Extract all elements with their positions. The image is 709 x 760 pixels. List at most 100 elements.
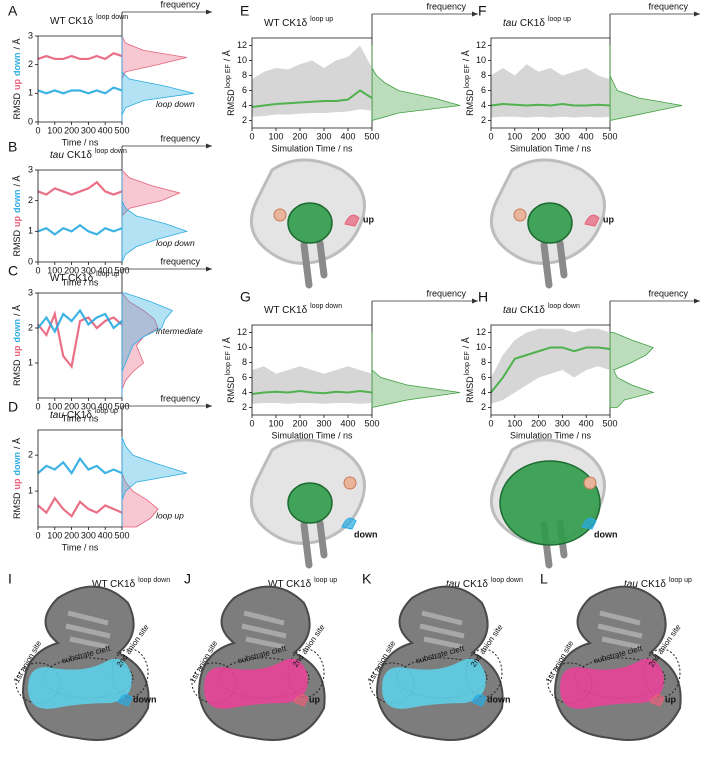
y-label-main: RMSD	[226, 376, 236, 403]
x-axis-label: Time / ns	[62, 542, 99, 552]
y-tick-label: 8	[481, 357, 486, 367]
title: tau CK1δ loop down	[50, 148, 127, 161]
y-tick-label: 4	[481, 387, 486, 397]
loop-ensemble	[287, 202, 333, 244]
x-tick-label: 200	[531, 418, 546, 428]
title-italic: tau	[503, 18, 517, 29]
annotation: loop up	[156, 510, 184, 520]
y-tick-label: 2	[242, 115, 247, 125]
x-tick-label: 200	[531, 131, 546, 141]
frequency-label: frequency	[648, 1, 688, 11]
x-tick-label: 300	[81, 530, 96, 540]
x-tick-label: 100	[47, 530, 62, 540]
annotation: intermediate	[156, 326, 203, 336]
frequency-label: frequency	[648, 288, 688, 298]
frequency-label: frequency	[160, 0, 200, 9]
title-main: WT CK1δ	[50, 273, 94, 284]
cavity-surface	[28, 658, 132, 709]
title: WT CK1δ loop up	[264, 16, 333, 29]
structure-image: down	[489, 438, 618, 569]
x-tick-label: 100	[507, 418, 522, 428]
protein-helix	[300, 239, 328, 289]
y-tick-label: 6	[242, 372, 247, 382]
y-tick-label: 1	[28, 88, 33, 98]
x-axis-label: Time / ns	[62, 413, 99, 423]
y-tick-label: 1	[28, 226, 33, 236]
y-tick-label: 4	[242, 387, 247, 397]
y-tick-label: 6	[242, 85, 247, 95]
loop-arrow	[649, 694, 665, 707]
title-main: CK1δ	[520, 305, 545, 316]
annotation: loop down	[156, 238, 195, 248]
title: tau CK1δ loop down	[446, 577, 523, 590]
frequency-density	[121, 292, 174, 398]
rmsd-mean	[490, 102, 611, 107]
y-label-main: RMSD	[12, 230, 22, 257]
y-label-unit: / Å	[12, 38, 22, 49]
x-tick-label: 400	[340, 131, 355, 141]
x-axis-label: Simulation Time / ns	[510, 143, 592, 153]
axis-frame	[37, 35, 122, 123]
panel-letter: C	[8, 263, 18, 279]
title: WT CK1δ loop down	[50, 14, 128, 27]
y-label-up: up	[12, 216, 22, 227]
y-label-sup: loop EF	[225, 64, 232, 88]
y-tick-label: 1	[28, 357, 33, 367]
title: tau CK1δ loop up	[50, 408, 118, 421]
protein-helix	[540, 239, 568, 289]
title: WT CK1δ loop up	[268, 577, 337, 590]
x-tick-label: 500	[364, 418, 379, 428]
title-italic: tau	[503, 305, 517, 316]
loop-label: up	[603, 214, 614, 224]
y-tick-label: 10	[237, 55, 247, 65]
axis-frame	[251, 324, 372, 416]
title: WT CK1δ loop down	[264, 303, 342, 316]
y-label-sup: loop EF	[464, 351, 471, 375]
rmsd-trace	[37, 308, 123, 334]
y-label-main: RMSD	[465, 376, 475, 403]
x-tick-label: 300	[555, 131, 570, 141]
title-sup: loop down	[491, 577, 523, 584]
title-main: CK1δ	[641, 579, 666, 590]
x-tick-label: 400	[98, 125, 113, 135]
y-tick-label: 2	[242, 402, 247, 412]
x-axis-label: Simulation Time / ns	[271, 430, 353, 440]
title-sup: loop up	[548, 16, 571, 23]
y-tick-label: 8	[242, 70, 247, 80]
x-tick-label: 300	[316, 131, 331, 141]
x-axis-label: Simulation Time / ns	[271, 143, 353, 153]
chart-panel: E WT CK1δ loop up frequency 2 4 6 8 10 12 0 100 200 3…	[222, 1, 478, 153]
title-sup: loop down	[310, 303, 342, 310]
frequency-label: frequency	[160, 133, 200, 143]
y-tick-label: 2	[28, 195, 33, 205]
loop-label: down	[487, 694, 511, 704]
panel-letter: J	[184, 571, 191, 587]
title: tau CK1δ loop up	[624, 577, 692, 590]
x-tick-label: 500	[364, 131, 379, 141]
y-label-down: down	[12, 452, 22, 476]
x-tick-label: 100	[268, 418, 283, 428]
title-sup: loop down	[138, 577, 170, 584]
y-label-main: RMSD	[465, 89, 475, 116]
y-tick-label: 12	[476, 327, 486, 337]
x-tick-label: 500	[602, 418, 617, 428]
frequency-label: frequency	[160, 393, 200, 403]
y-label-up: up	[12, 79, 22, 90]
title-main: WT CK1δ	[50, 16, 94, 27]
axis-frame	[37, 169, 122, 263]
panel-letter: L	[540, 571, 548, 587]
x-tick-label: 200	[64, 125, 79, 135]
y-tick-label: 6	[481, 372, 486, 382]
loop-label: up	[363, 214, 374, 224]
title-main: CK1δ	[67, 150, 92, 161]
x-tick-label: 200	[292, 131, 307, 141]
y-axis-label: RMSDloop EF / Å	[461, 50, 475, 116]
y-tick-label: 8	[481, 70, 486, 80]
panel-letter: K	[362, 571, 372, 587]
protein-strands	[241, 610, 287, 650]
rmsd-trace	[37, 496, 123, 518]
loop-label: up	[309, 694, 320, 704]
x-tick-label: 100	[507, 131, 522, 141]
